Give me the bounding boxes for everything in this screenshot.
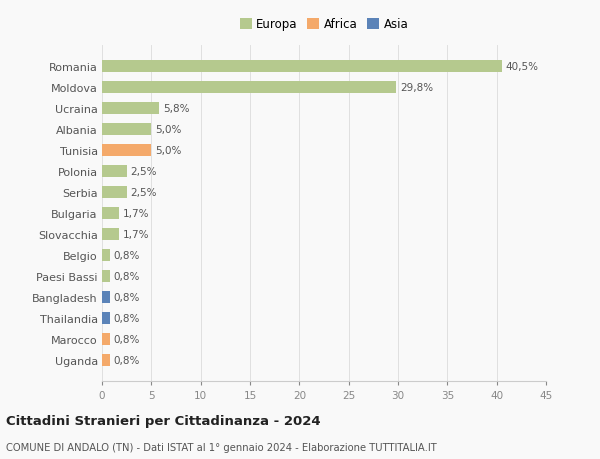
Bar <box>102 270 110 282</box>
Text: 0,8%: 0,8% <box>114 271 140 281</box>
Bar <box>102 187 127 198</box>
Bar <box>102 166 127 177</box>
Text: 5,0%: 5,0% <box>155 146 182 156</box>
Bar <box>102 103 159 114</box>
Text: 2,5%: 2,5% <box>131 188 157 197</box>
Text: 0,8%: 0,8% <box>114 313 140 323</box>
Text: 0,8%: 0,8% <box>114 334 140 344</box>
Text: COMUNE DI ANDALO (TN) - Dati ISTAT al 1° gennaio 2024 - Elaborazione TUTTITALIA.: COMUNE DI ANDALO (TN) - Dati ISTAT al 1°… <box>6 442 437 452</box>
Bar <box>102 333 110 345</box>
Legend: Europa, Africa, Asia: Europa, Africa, Asia <box>240 18 408 31</box>
Bar <box>102 207 119 219</box>
Bar <box>102 145 151 157</box>
Text: 5,8%: 5,8% <box>163 104 190 114</box>
Text: 0,8%: 0,8% <box>114 292 140 302</box>
Bar <box>102 124 151 135</box>
Text: 0,8%: 0,8% <box>114 250 140 260</box>
Text: 40,5%: 40,5% <box>506 62 539 72</box>
Text: 1,7%: 1,7% <box>123 230 149 239</box>
Bar <box>102 313 110 324</box>
Text: Cittadini Stranieri per Cittadinanza - 2024: Cittadini Stranieri per Cittadinanza - 2… <box>6 414 320 428</box>
Text: 0,8%: 0,8% <box>114 355 140 365</box>
Bar <box>102 82 396 94</box>
Text: 2,5%: 2,5% <box>131 167 157 177</box>
Text: 5,0%: 5,0% <box>155 125 182 134</box>
Bar <box>102 61 502 73</box>
Text: 1,7%: 1,7% <box>123 208 149 218</box>
Bar <box>102 291 110 303</box>
Bar <box>102 250 110 261</box>
Bar <box>102 229 119 240</box>
Bar <box>102 354 110 366</box>
Text: 29,8%: 29,8% <box>400 83 433 93</box>
